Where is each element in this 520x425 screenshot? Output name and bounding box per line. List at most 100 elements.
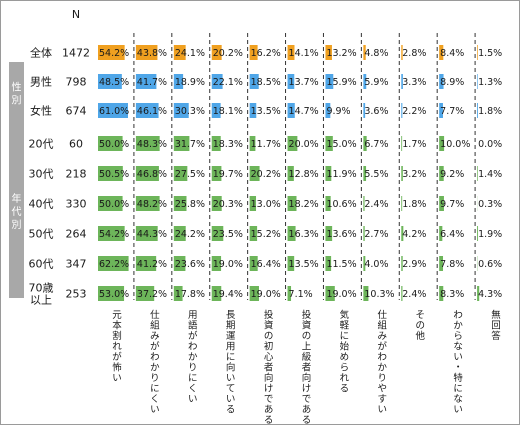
bar xyxy=(173,196,187,211)
bar xyxy=(363,136,367,151)
category-label-char: 投 xyxy=(264,309,274,321)
bar xyxy=(363,286,369,301)
bar xyxy=(401,74,403,89)
data-label: 0.0% xyxy=(478,139,502,150)
data-label: 54.2% xyxy=(99,48,129,59)
data-label: 1.8% xyxy=(402,199,426,210)
data-label: 0.6% xyxy=(478,259,502,270)
category-label-char: り xyxy=(188,363,198,374)
row-label: 70歳 xyxy=(29,282,54,295)
bar xyxy=(439,196,444,211)
bar xyxy=(477,74,478,89)
data-label: 23.6% xyxy=(175,259,205,270)
data-label: 6.7% xyxy=(364,139,388,150)
data-label: 19.0% xyxy=(251,289,281,300)
category-label-char: 仕 xyxy=(378,309,388,321)
bar xyxy=(135,286,155,301)
bar xyxy=(287,74,295,89)
data-label: 4.2% xyxy=(402,229,426,240)
data-label: 46.1% xyxy=(137,106,167,117)
bar xyxy=(173,256,186,271)
bar xyxy=(325,196,331,211)
bar xyxy=(98,256,129,271)
data-label: 43.8% xyxy=(137,48,167,59)
data-label: 8.9% xyxy=(440,77,464,88)
data-label: 2.4% xyxy=(402,289,426,300)
data-label: 19.4% xyxy=(213,289,243,300)
data-label: 50.0% xyxy=(99,199,129,210)
bar xyxy=(477,103,478,118)
data-label: 1.8% xyxy=(478,106,502,117)
category-label-char: い xyxy=(226,373,236,384)
data-label: 0.3% xyxy=(478,199,502,210)
row-n: 347 xyxy=(66,258,87,271)
category-label-char: 怖 xyxy=(112,362,122,374)
data-label: 8.4% xyxy=(440,48,464,59)
data-label: 12.8% xyxy=(289,169,319,180)
category-label-char: 運 xyxy=(226,331,236,342)
bar xyxy=(249,226,258,241)
category-label-char: 心 xyxy=(264,352,274,363)
data-label: 14.1% xyxy=(289,48,319,59)
bar xyxy=(249,74,259,89)
bar xyxy=(249,136,256,151)
bar xyxy=(211,196,222,211)
row-n: 798 xyxy=(66,76,87,89)
data-label: 50.0% xyxy=(99,139,129,150)
data-label: 31.7% xyxy=(175,139,205,150)
data-label: 18.5% xyxy=(251,77,281,88)
data-label: 2.8% xyxy=(402,48,426,59)
bar xyxy=(173,286,183,301)
data-label: 7.8% xyxy=(440,259,464,270)
category-label-char: 他 xyxy=(415,330,425,342)
category-label-char: る xyxy=(302,415,312,425)
category-label-char: い xyxy=(150,405,160,416)
data-label: 20.2% xyxy=(251,169,281,180)
category-label-char: 向 xyxy=(302,372,312,384)
category-label-char: が xyxy=(112,351,122,363)
category-label-char: 組 xyxy=(378,320,388,332)
category-label-char: み xyxy=(378,331,388,342)
data-label: 50.5% xyxy=(99,169,129,180)
data-label: 10.6% xyxy=(326,199,356,210)
bar xyxy=(211,226,224,241)
data-label: 7.1% xyxy=(289,289,313,300)
category-label-char: に xyxy=(188,373,198,384)
category-label-char: そ xyxy=(415,310,425,321)
data-label: 16.3% xyxy=(289,229,319,240)
data-label: 15.9% xyxy=(326,77,356,88)
category-label-char: の xyxy=(264,331,274,342)
group-label-char: 別 xyxy=(12,95,22,107)
data-label: 13.5% xyxy=(251,106,281,117)
row-label: 50代 xyxy=(29,228,54,241)
bar xyxy=(135,103,159,118)
category-label-char: い xyxy=(112,373,122,384)
row-n: 674 xyxy=(66,105,87,118)
bar xyxy=(439,136,445,151)
category-label-char: 初 xyxy=(264,341,274,353)
group-label-char: 別 xyxy=(12,219,22,231)
row-label: 40代 xyxy=(29,198,54,211)
row-n: 60 xyxy=(69,138,83,151)
bar xyxy=(98,166,123,181)
group-bar-2 xyxy=(9,124,24,298)
bar xyxy=(287,196,297,211)
category-label-char: わ xyxy=(150,352,160,363)
category-label-char: に xyxy=(226,352,236,363)
category-label-char: あ xyxy=(264,405,274,416)
category-label-char: や xyxy=(378,384,388,395)
bar xyxy=(249,286,259,301)
data-label: 1.4% xyxy=(478,169,502,180)
bar xyxy=(173,226,186,241)
category-label-char: あ xyxy=(302,405,312,416)
data-label: 18.9% xyxy=(175,77,205,88)
data-label: 18.1% xyxy=(213,106,243,117)
bar xyxy=(363,196,365,211)
data-label: 11.5% xyxy=(326,259,356,270)
bar xyxy=(439,166,444,181)
bar xyxy=(211,286,222,301)
row-label: 20代 xyxy=(29,138,54,151)
bar xyxy=(325,286,335,301)
data-label: 17.8% xyxy=(175,289,205,300)
